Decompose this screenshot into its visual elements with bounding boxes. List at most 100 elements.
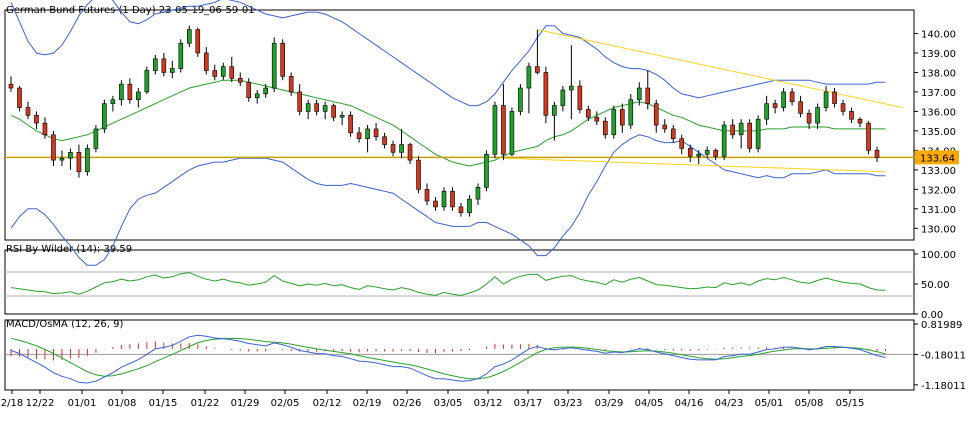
candle	[840, 99, 846, 116]
candle-body	[42, 122, 48, 136]
candle-body	[832, 91, 837, 104]
candle-body	[569, 85, 574, 91]
candle-body	[382, 136, 387, 145]
candle	[874, 146, 880, 163]
candle-body	[17, 87, 22, 108]
candle	[110, 95, 116, 112]
candle	[679, 134, 685, 155]
candle	[857, 117, 863, 127]
macd-label: MACD/OsMA (12, 26, 9)	[6, 319, 124, 330]
candle	[603, 117, 608, 139]
candle	[186, 25, 192, 48]
candle-body	[390, 144, 396, 153]
bollinger-upper-band	[10, 0, 886, 107]
candle-body	[212, 70, 218, 77]
last-price-tag: 133.64	[915, 150, 959, 165]
candle	[535, 29, 540, 75]
candle	[789, 88, 795, 106]
candle-body	[594, 116, 600, 122]
time-tick-label: 05/01	[755, 398, 784, 409]
candle	[314, 99, 319, 116]
candle-body	[127, 83, 133, 101]
candle-body	[322, 105, 328, 112]
candle-body	[136, 91, 141, 101]
candle-body	[560, 89, 566, 106]
candle-body	[93, 128, 99, 149]
macd-line	[10, 334, 886, 384]
candle	[823, 86, 829, 112]
candle	[424, 183, 430, 205]
candle-body	[484, 153, 489, 188]
candle-body	[467, 198, 472, 214]
candle-body	[271, 42, 277, 89]
candle-body	[407, 144, 413, 161]
candle-body	[76, 152, 82, 173]
candle-body	[696, 153, 702, 157]
price-tick-label: 140.00	[921, 29, 956, 40]
candle	[501, 84, 506, 161]
candle	[237, 72, 243, 87]
panel-frames	[4, 9, 915, 391]
candle	[390, 140, 396, 157]
candle	[586, 105, 591, 122]
candle-body	[704, 150, 710, 155]
candle	[738, 119, 744, 149]
candle	[721, 121, 727, 161]
candle	[696, 150, 702, 165]
candle	[467, 195, 472, 217]
candle-body	[433, 200, 438, 208]
candle-body	[441, 190, 447, 208]
candle-body	[153, 58, 158, 71]
candle	[594, 111, 600, 126]
candle	[645, 70, 651, 110]
candle	[670, 125, 676, 143]
time-tick-label: 04/05	[635, 398, 664, 409]
candle-body	[611, 109, 617, 136]
candle	[509, 107, 515, 157]
candle-body	[687, 148, 693, 157]
candle-body	[416, 159, 421, 190]
candle-body	[789, 91, 795, 102]
candle	[713, 148, 718, 161]
candle-body	[492, 105, 498, 155]
candle-body	[586, 109, 591, 118]
price-tick-label: 136.00	[921, 107, 956, 118]
candle-body	[840, 103, 846, 112]
candle-body	[603, 120, 608, 136]
candle-body	[195, 29, 201, 54]
last-price-value: 133.64	[920, 153, 955, 164]
candle-body	[102, 103, 107, 130]
candle-body	[501, 105, 506, 155]
candle-body	[34, 115, 39, 124]
candle	[178, 39, 184, 73]
candle-body	[518, 87, 523, 112]
candle-body	[679, 138, 685, 149]
candle	[76, 144, 82, 178]
rsi-line	[10, 272, 886, 296]
price-panel-frame	[4, 9, 915, 241]
time-tick-label: 03/05	[434, 398, 463, 409]
candle	[560, 86, 566, 112]
candle-body	[161, 58, 167, 73]
candle	[441, 187, 447, 211]
candle-body	[509, 111, 515, 155]
candle-body	[670, 128, 676, 139]
rsi-tick-label: 50.00	[921, 280, 950, 291]
candle-body	[874, 150, 880, 158]
candle	[305, 99, 311, 120]
candle-body	[653, 103, 659, 126]
candle-body	[68, 152, 73, 159]
candle	[416, 156, 421, 194]
time-tick-label: 02/05	[271, 398, 300, 409]
candle	[34, 111, 39, 129]
candle	[127, 78, 133, 104]
candle	[220, 62, 226, 81]
candle	[203, 47, 209, 75]
rsi-tick-label: 0.00	[921, 310, 943, 321]
candle-body	[747, 122, 752, 149]
candle-body	[806, 113, 812, 124]
candle	[543, 66, 549, 124]
candle-body	[764, 103, 769, 120]
candle-body	[645, 87, 651, 104]
candle-body	[755, 118, 761, 149]
